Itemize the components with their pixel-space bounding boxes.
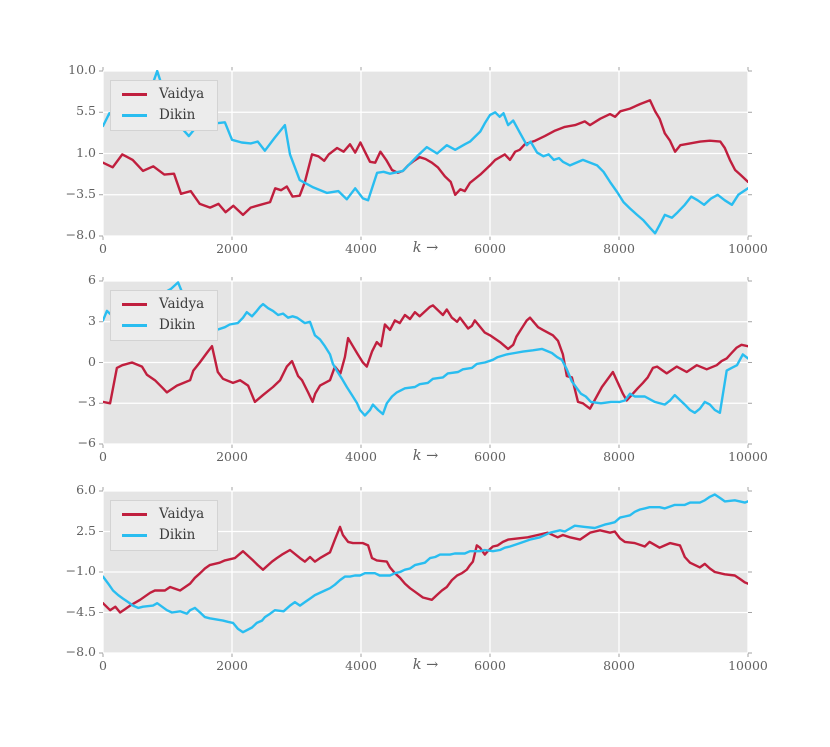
plot-area (99, 487, 752, 657)
x-tick-label: 2000 (216, 241, 248, 256)
x-tick-label: 8000 (603, 241, 635, 256)
y-tick-label: 0 (88, 353, 96, 369)
y-tick-label: −4.5 (65, 603, 96, 619)
legend-label: Vaidya (159, 86, 205, 102)
x-tick-label: 6000 (474, 241, 506, 256)
legend-item: Dikin (122, 316, 204, 333)
plot-area (99, 67, 752, 240)
y-tick-label: −3 (77, 394, 96, 410)
x-tick-label: 2000 (216, 449, 248, 464)
x-tick-label: 10000 (728, 658, 768, 673)
legend-line-swatch (122, 113, 147, 117)
legend-label: Vaidya (159, 296, 205, 312)
legend-item: Dikin (122, 526, 204, 543)
x-tick-label: 4000 (345, 449, 377, 464)
x-axis-label: k → (412, 240, 439, 256)
legend: Vaidya Dikin (110, 500, 219, 551)
y-tick-label: −8.0 (65, 644, 96, 659)
plot-area (99, 277, 752, 448)
y-tick-label: 2.5 (76, 522, 96, 538)
x-tick-label: 8000 (603, 658, 635, 673)
legend-item: Vaidya (122, 297, 204, 312)
legend-line-swatch (122, 92, 147, 96)
series-line-dikin (103, 281, 748, 417)
legend-label: Dikin (159, 106, 196, 123)
legend-label: Dikin (159, 316, 196, 333)
legend-line-swatch (122, 323, 147, 327)
panel-background (103, 281, 748, 444)
legend-line-swatch (122, 302, 147, 306)
y-tick-label: 3 (88, 312, 96, 328)
y-tick-label: 10.0 (68, 62, 96, 77)
legend-item: Dikin (122, 106, 204, 123)
legend-item: Vaidya (122, 507, 204, 522)
legend: Vaidya Dikin (110, 290, 219, 341)
x-tick-label: 4000 (345, 241, 377, 256)
legend-label: Vaidya (159, 506, 205, 522)
legend-item: Vaidya (122, 87, 204, 102)
y-tick-label: −1.0 (65, 563, 96, 578)
series-line-dikin (103, 70, 748, 235)
panel-background (103, 491, 748, 653)
panel-background (103, 71, 748, 236)
series-line-vaidya (103, 525, 748, 614)
series-line-vaidya (103, 304, 748, 410)
y-tick-label: −6 (77, 435, 96, 450)
series-line-dikin (103, 493, 748, 634)
series-line-vaidya (103, 99, 748, 217)
x-tick-label: 6000 (474, 658, 506, 673)
x-tick-label: 2000 (216, 658, 248, 673)
x-tick-label: 6000 (474, 449, 506, 464)
x-tick-label: 0 (99, 658, 107, 673)
y-tick-label: −3.5 (65, 185, 96, 201)
y-tick-label: 5.5 (76, 103, 96, 119)
x-tick-label: 10000 (728, 449, 768, 464)
x-axis-label: k → (412, 657, 439, 673)
y-tick-label: 6 (88, 272, 96, 287)
x-tick-label: 4000 (345, 658, 377, 673)
x-axis-label: k → (412, 448, 439, 464)
legend-label: Dikin (159, 526, 196, 543)
x-tick-label: 0 (99, 449, 107, 464)
legend-line-swatch (122, 533, 147, 537)
y-tick-label: 1.0 (76, 144, 96, 160)
y-tick-label: −8.0 (65, 227, 96, 242)
legend: Vaidya Dikin (110, 80, 219, 131)
legend-line-swatch (122, 512, 147, 516)
y-tick-label: 6.0 (76, 482, 96, 497)
x-tick-label: 10000 (728, 241, 768, 256)
x-tick-label: 0 (99, 241, 107, 256)
x-tick-label: 8000 (603, 449, 635, 464)
